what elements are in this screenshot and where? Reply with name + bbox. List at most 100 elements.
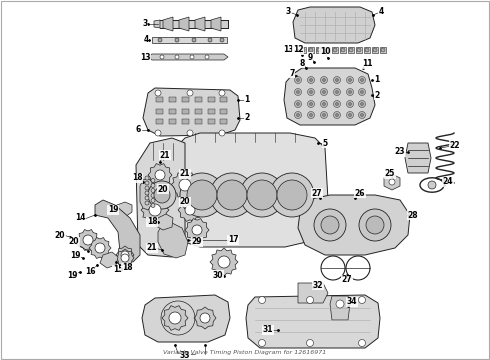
Polygon shape xyxy=(89,238,111,258)
Polygon shape xyxy=(293,7,375,43)
Circle shape xyxy=(145,196,149,200)
Text: 24: 24 xyxy=(443,177,453,186)
Text: 28: 28 xyxy=(408,211,418,220)
Polygon shape xyxy=(148,163,172,186)
Circle shape xyxy=(359,297,366,303)
Polygon shape xyxy=(154,20,160,28)
Circle shape xyxy=(155,130,161,136)
Circle shape xyxy=(320,112,327,118)
Text: 17: 17 xyxy=(228,235,238,244)
Circle shape xyxy=(208,38,212,42)
Circle shape xyxy=(175,38,179,42)
Circle shape xyxy=(361,78,364,81)
Circle shape xyxy=(320,77,327,84)
Circle shape xyxy=(373,48,377,52)
Circle shape xyxy=(336,90,339,94)
Polygon shape xyxy=(152,37,227,43)
Circle shape xyxy=(310,90,313,94)
Circle shape xyxy=(361,90,364,94)
Circle shape xyxy=(145,201,149,205)
Text: 10: 10 xyxy=(320,48,330,57)
Circle shape xyxy=(145,191,149,195)
Bar xyxy=(364,47,370,53)
Polygon shape xyxy=(162,306,188,330)
Bar xyxy=(208,109,215,114)
Text: 26: 26 xyxy=(355,189,365,198)
Text: 22: 22 xyxy=(450,140,460,149)
Circle shape xyxy=(145,176,149,180)
Circle shape xyxy=(179,179,191,191)
Bar xyxy=(220,119,227,124)
Circle shape xyxy=(149,204,161,216)
Text: 32: 32 xyxy=(313,280,323,289)
Text: 21: 21 xyxy=(180,170,190,179)
Circle shape xyxy=(277,180,307,210)
Polygon shape xyxy=(194,307,216,329)
Bar xyxy=(182,97,189,102)
Text: 34: 34 xyxy=(347,297,357,306)
Polygon shape xyxy=(178,199,202,221)
Bar xyxy=(300,47,306,53)
Circle shape xyxy=(336,78,339,81)
Circle shape xyxy=(151,189,155,193)
Polygon shape xyxy=(116,246,134,264)
Circle shape xyxy=(240,173,284,217)
Circle shape xyxy=(145,186,149,190)
Circle shape xyxy=(349,48,353,52)
Circle shape xyxy=(192,225,202,235)
Circle shape xyxy=(169,312,181,324)
Circle shape xyxy=(294,89,301,95)
Circle shape xyxy=(361,103,364,105)
Circle shape xyxy=(334,100,341,108)
Circle shape xyxy=(205,55,209,59)
Text: 1: 1 xyxy=(374,76,380,85)
Bar xyxy=(182,119,189,124)
Text: 5: 5 xyxy=(322,139,327,148)
Circle shape xyxy=(151,203,155,207)
Text: 27: 27 xyxy=(312,189,322,198)
Circle shape xyxy=(359,89,366,95)
Bar xyxy=(332,47,338,53)
Text: 14: 14 xyxy=(75,213,85,222)
Polygon shape xyxy=(211,17,221,31)
Circle shape xyxy=(366,216,384,234)
Circle shape xyxy=(314,209,346,241)
Text: 3: 3 xyxy=(285,6,291,15)
Polygon shape xyxy=(384,174,400,190)
Text: 19: 19 xyxy=(70,251,80,260)
Circle shape xyxy=(210,173,254,217)
Circle shape xyxy=(308,77,315,84)
Circle shape xyxy=(296,103,299,105)
Circle shape xyxy=(322,90,325,94)
Circle shape xyxy=(160,55,164,59)
Polygon shape xyxy=(163,17,173,31)
Text: 1: 1 xyxy=(245,95,249,104)
Bar xyxy=(156,109,163,114)
Text: 21: 21 xyxy=(160,150,170,159)
Circle shape xyxy=(357,48,361,52)
Circle shape xyxy=(310,78,313,81)
Text: 19: 19 xyxy=(67,270,77,279)
Circle shape xyxy=(175,55,179,59)
Polygon shape xyxy=(284,68,375,125)
Circle shape xyxy=(334,77,341,84)
Circle shape xyxy=(336,300,344,308)
Text: 29: 29 xyxy=(192,238,202,247)
Circle shape xyxy=(307,339,314,346)
Polygon shape xyxy=(143,88,240,136)
Text: 4: 4 xyxy=(144,36,148,45)
Polygon shape xyxy=(140,178,152,210)
Text: Variable Valve Timing Piston Diagram for 12616971: Variable Valve Timing Piston Diagram for… xyxy=(163,350,327,355)
Bar xyxy=(340,47,346,53)
Circle shape xyxy=(151,184,155,188)
Circle shape xyxy=(428,181,436,189)
Text: 2: 2 xyxy=(374,90,380,99)
Text: 27: 27 xyxy=(342,275,352,284)
Text: 13: 13 xyxy=(283,45,293,54)
Circle shape xyxy=(334,112,341,118)
Text: 15: 15 xyxy=(113,266,123,274)
Polygon shape xyxy=(210,248,238,276)
Circle shape xyxy=(151,198,155,202)
Polygon shape xyxy=(117,202,132,217)
Circle shape xyxy=(192,38,196,42)
